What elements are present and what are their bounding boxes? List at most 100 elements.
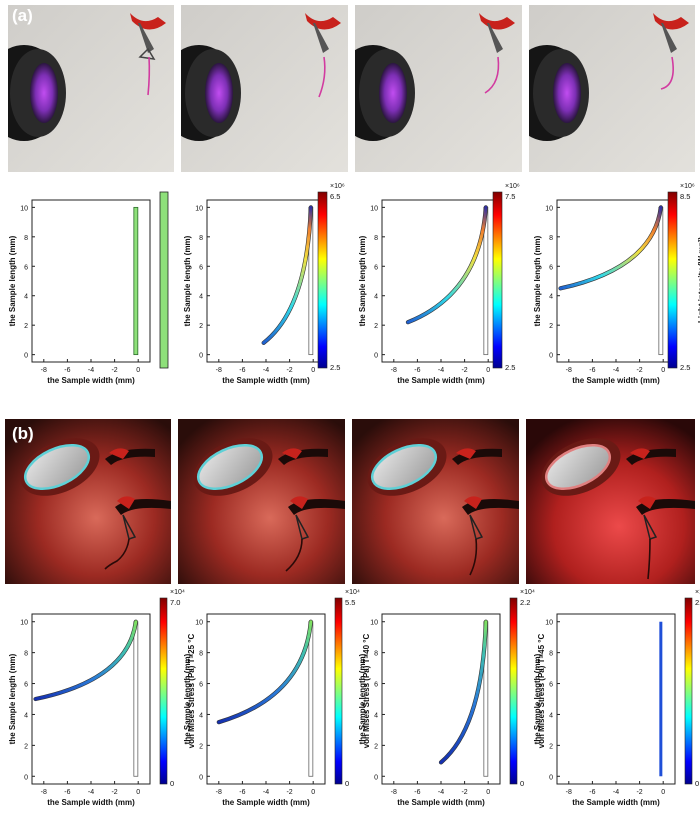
x-axis-label: the Sample width (mm) — [397, 798, 485, 807]
sample-curve-outline — [261, 205, 313, 345]
colorbar-max-label: 6.5 — [330, 192, 340, 201]
colorbar-max-label: 2.2 — [520, 598, 530, 607]
x-tick-label: 0 — [136, 367, 140, 374]
sample-strip — [659, 621, 663, 777]
x-tick-label: -6 — [239, 789, 245, 796]
colorbar-max-label: 2.0 — [695, 598, 700, 607]
photo-b-2 — [178, 419, 345, 584]
y-tick-label: 4 — [374, 712, 378, 719]
colorbar-min-label: 0 — [520, 779, 524, 788]
initial-outline — [308, 621, 314, 777]
y-axis-label: the Sample length (mm) — [533, 653, 542, 744]
plot-frame — [31, 199, 151, 363]
y-tick-label: 10 — [545, 620, 553, 627]
x-tick-label: -2 — [111, 789, 117, 796]
photo-b-3 — [352, 419, 519, 584]
plot-frame — [206, 199, 326, 363]
x-tick-label: -6 — [414, 367, 420, 374]
x-tick-label: -8 — [41, 789, 47, 796]
x-tick-label: -4 — [613, 789, 619, 796]
photo-a-2 — [181, 5, 348, 172]
colorbar-exponent: ×10⁴ — [520, 589, 535, 596]
y-axis-label: the Sample length (mm) — [8, 653, 17, 744]
x-axis-label: the Sample width (mm) — [47, 798, 135, 807]
sample-curve — [559, 205, 663, 290]
colorbar-label: von Mises Stress (Pa) T=40 °C — [362, 633, 371, 748]
photo-b-4 — [526, 419, 695, 584]
y-tick-label: 2 — [374, 743, 378, 750]
y-tick-label: 4 — [199, 712, 203, 719]
y-tick-label: 0 — [374, 774, 378, 781]
x-axis-label: the Sample width (mm) — [222, 376, 310, 385]
y-tick-label: 6 — [549, 682, 553, 689]
x-tick-label: -2 — [286, 367, 292, 374]
colorbar-label: von Mises Stress (Pa) T=25 °C — [187, 633, 196, 748]
y-tick-label: 10 — [195, 620, 203, 627]
colorbar-exponent: ×10⁴ — [170, 589, 185, 596]
y-tick-label: 0 — [199, 353, 203, 360]
colorbar-max-label: 5.5 — [345, 598, 355, 607]
colorbar-label: Light intensity (W m⁻²) — [697, 237, 700, 323]
y-tick-label: 4 — [24, 294, 28, 301]
x-tick-label: -8 — [216, 367, 222, 374]
y-tick-label: 10 — [20, 205, 28, 212]
y-tick-label: 0 — [549, 774, 553, 781]
sample-curve — [439, 620, 488, 764]
colorbar-exponent: ×10⁴ — [345, 589, 360, 596]
y-tick-label: 8 — [549, 235, 553, 242]
colorbar-min-label: 2.5 — [680, 363, 690, 372]
x-tick-label: 0 — [486, 367, 490, 374]
y-tick-label: 0 — [24, 353, 28, 360]
x-tick-label: -8 — [216, 789, 222, 796]
chart-b-2: 0 2 4 6 8 10 -8 -6 -4 -2 0 the Sample width (mm) the… — [175, 588, 371, 810]
y-tick-label: 4 — [549, 294, 553, 301]
y-tick-label: 10 — [20, 620, 28, 627]
x-tick-label: 0 — [136, 789, 140, 796]
y-tick-label: 8 — [374, 235, 378, 242]
colorbar-max-label: 8.5 — [680, 192, 690, 201]
sample-strip — [133, 206, 139, 356]
x-axis-label: the Sample width (mm) — [222, 798, 310, 807]
y-tick-label: 6 — [374, 264, 378, 271]
chart-b-1: 0 2 4 6 8 10 -8 -6 -4 -2 0 the Sample width (mm) the… — [0, 588, 196, 810]
x-tick-label: -4 — [613, 367, 619, 374]
y-tick-label: 0 — [199, 774, 203, 781]
y-tick-label: 6 — [199, 264, 203, 271]
y-tick-label: 8 — [199, 651, 203, 658]
y-tick-label: 0 — [549, 353, 553, 360]
x-axis-label: the Sample width (mm) — [572, 376, 660, 385]
y-tick-label: 4 — [374, 294, 378, 301]
y-axis-label: the Sample length (mm) — [183, 653, 192, 744]
y-tick-label: 4 — [24, 712, 28, 719]
chart-a-4: 0 2 4 6 8 10 -8 -6 -4 -2 0 the Sample width (mm) the… — [525, 178, 700, 385]
x-tick-label: -8 — [566, 367, 572, 374]
x-tick-label: -4 — [438, 367, 444, 374]
colorbar — [159, 191, 169, 369]
x-tick-label: -8 — [391, 367, 397, 374]
colorbar-min-label: 0 — [345, 779, 349, 788]
y-tick-label: 2 — [549, 743, 553, 750]
colorbar — [509, 597, 518, 785]
chart-b-4: 0 2 4 6 8 10 -8 -6 -4 -2 0 the Sample width (mm) the… — [525, 588, 700, 810]
photo-b-1 — [5, 419, 171, 584]
photo-a-3 — [355, 5, 522, 172]
colorbar-max-label: 7.0 — [170, 598, 180, 607]
x-tick-label: -4 — [88, 367, 94, 374]
y-tick-label: 6 — [199, 682, 203, 689]
y-tick-label: 4 — [199, 294, 203, 301]
sample-curve — [34, 620, 138, 701]
y-tick-label: 6 — [24, 264, 28, 271]
x-tick-label: -4 — [263, 789, 269, 796]
x-tick-label: -2 — [461, 367, 467, 374]
x-tick-label: 0 — [311, 789, 315, 796]
x-tick-label: -6 — [64, 367, 70, 374]
x-axis-label: the Sample width (mm) — [397, 376, 485, 385]
x-axis-label: the Sample width (mm) — [572, 798, 660, 807]
colorbar-min-label: 0 — [170, 779, 174, 788]
initial-outline — [133, 621, 139, 777]
colorbar-label: von Mises Stress (Pa) T=45 °C — [537, 633, 546, 748]
y-tick-label: 4 — [549, 712, 553, 719]
y-tick-label: 2 — [549, 323, 553, 330]
y-axis-label: the Sample length (mm) — [183, 235, 192, 326]
colorbar — [492, 191, 503, 369]
